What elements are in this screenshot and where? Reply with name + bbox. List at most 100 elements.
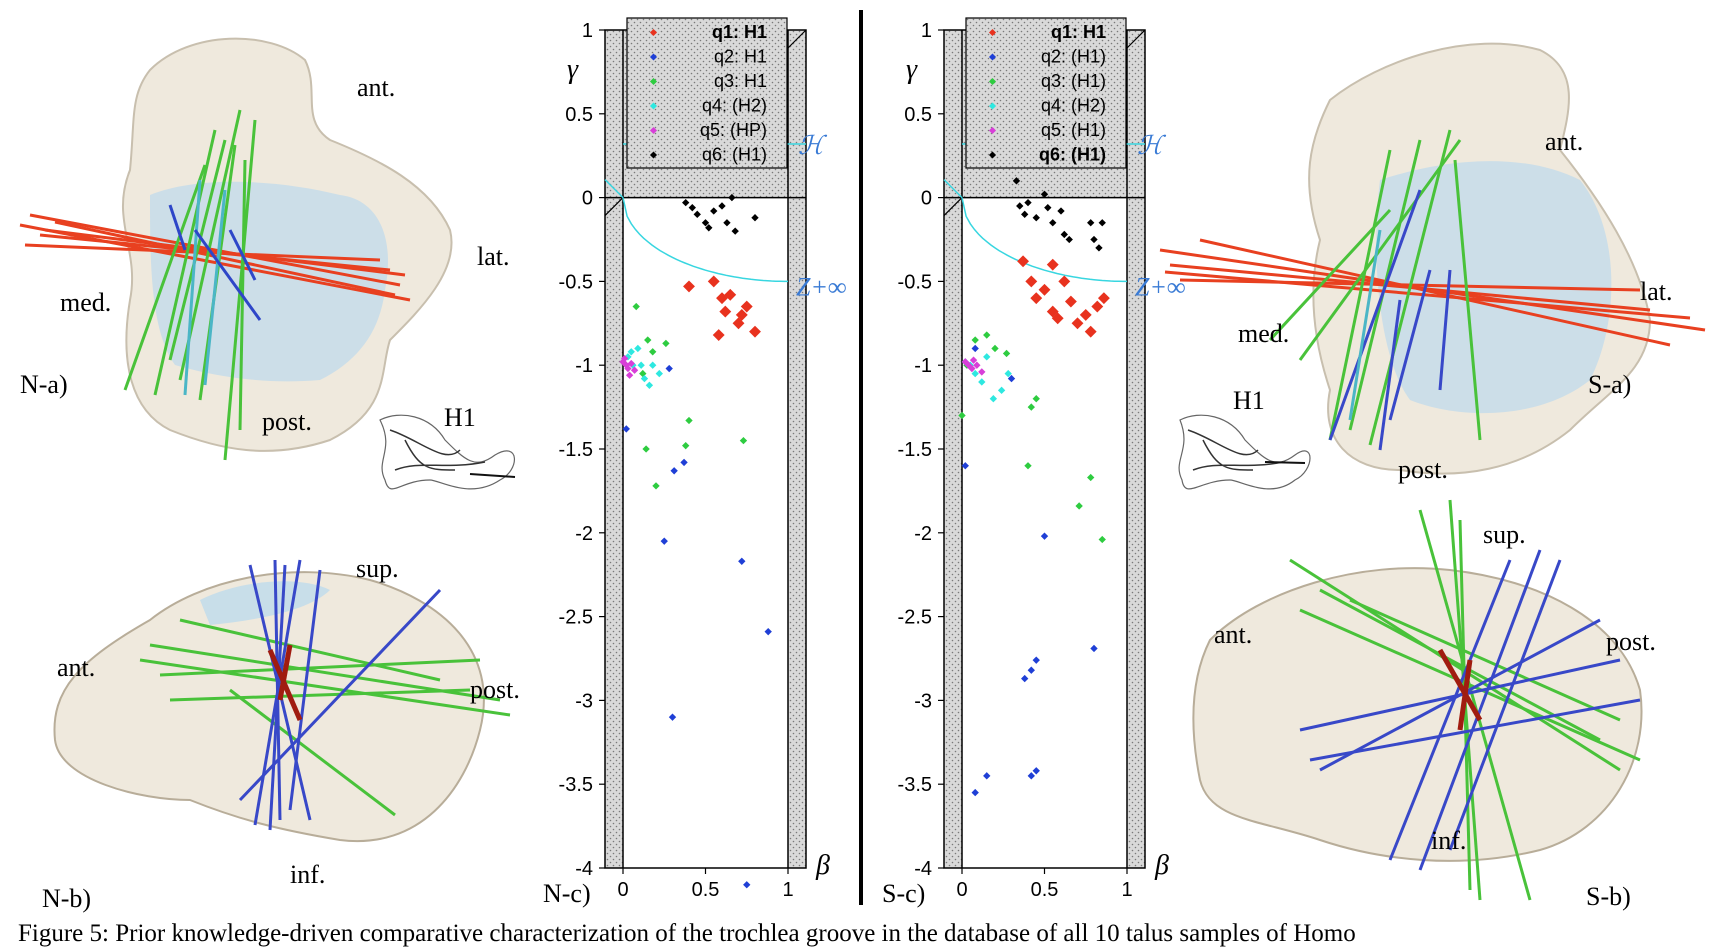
data-point (627, 359, 635, 368)
legend-marker (988, 102, 997, 110)
legend-marker (649, 102, 658, 110)
data-point (958, 411, 966, 420)
data-point (731, 227, 739, 235)
y-tick-label: -2.5 (898, 607, 932, 629)
x-tick-label: 0.5 (1031, 879, 1059, 901)
data-point (1098, 535, 1106, 544)
data-point (670, 467, 678, 475)
data-point (719, 305, 732, 318)
data-point (969, 356, 978, 364)
y-tick-label: 1 (582, 20, 593, 42)
data-point (620, 354, 629, 363)
y-tick-label: -3.5 (898, 774, 932, 796)
data-point (764, 628, 772, 636)
data-point (1084, 325, 1097, 338)
legend-marker (988, 77, 997, 86)
data-point (1044, 203, 1052, 212)
data-point (1024, 462, 1032, 470)
data-point (728, 193, 736, 202)
label-med-sa: med. (1238, 319, 1289, 348)
label-ant-b: ant. (57, 653, 95, 682)
data-point (723, 219, 731, 227)
data-point (1032, 656, 1040, 664)
label-sup: sup. (356, 554, 399, 583)
data-point (718, 202, 726, 210)
data-point (1004, 369, 1012, 378)
data-point (1097, 292, 1110, 305)
label-lat-sa: lat. (1640, 277, 1673, 306)
chart-s-c: ℋZ+∞10.50-0.5-1-1.5-2-2.5-3-3.5-40 0.5 1γβ… (882, 17, 1186, 908)
label-post-sb: post. (1606, 627, 1656, 656)
data-point (693, 210, 701, 219)
data-point (1002, 349, 1011, 358)
data-point (1021, 210, 1029, 219)
data-point (1027, 772, 1035, 780)
data-point (1025, 275, 1038, 288)
data-point (685, 416, 693, 425)
data-point (1012, 177, 1021, 185)
data-point (738, 557, 746, 565)
panel-label-sa: S-a) (1588, 370, 1631, 399)
corner-line (787, 29, 807, 49)
data-point (749, 325, 761, 338)
hyperboloid-icon-left: H1 (379, 403, 516, 490)
data-point (1098, 219, 1106, 227)
hyperboloid-icon-right: H1 (1178, 386, 1311, 490)
x-tick-label: 0.5 (692, 879, 720, 901)
shaded-strip-left (943, 29, 963, 869)
data-point (680, 458, 688, 467)
y-tick-label: -0.5 (559, 271, 593, 293)
data-point (1091, 300, 1104, 313)
y-tick-label: 0.5 (904, 104, 932, 126)
data-point (743, 881, 751, 889)
panel-s-b: sup. ant. post. inf. S-b) (1192, 499, 1656, 911)
data-point (968, 364, 976, 373)
legend-marker (988, 126, 997, 135)
data-point (1007, 374, 1016, 383)
legend-marker (988, 28, 997, 37)
data-point (1049, 219, 1057, 227)
curve-z-infinity (604, 179, 788, 283)
data-point (624, 364, 632, 373)
data-point (707, 275, 720, 288)
data-point (1065, 235, 1073, 244)
data-point (1090, 644, 1098, 653)
corner-line (604, 197, 624, 217)
legend-label: q4: (H2) (702, 96, 767, 116)
data-point (971, 336, 979, 344)
y-tick-label: -2 (914, 523, 932, 545)
figure-caption: Figure 5: Prior knowledge-driven compara… (18, 920, 1356, 947)
y-tick-label: -1 (575, 355, 593, 377)
data-point (1040, 532, 1049, 540)
legend-marker (649, 77, 658, 86)
data-point (705, 224, 713, 232)
shaded-strip-left (604, 29, 624, 869)
axis-lines-nb (139, 559, 511, 831)
data-point (627, 348, 635, 356)
data-point (625, 371, 634, 379)
data-point (1024, 198, 1032, 207)
y-axis-label: γ (567, 54, 579, 85)
data-point (662, 339, 670, 348)
y-tick-label: -3.5 (559, 774, 593, 796)
data-point (1030, 292, 1043, 305)
axis-lines-sb (1289, 499, 1641, 901)
data-point (1087, 219, 1095, 227)
data-point (1075, 502, 1083, 510)
legend-label: q3: H1 (714, 71, 767, 91)
label-ant-sb: ant. (1214, 620, 1252, 649)
data-point (660, 537, 668, 545)
data-point (983, 772, 991, 780)
data-point (682, 198, 690, 207)
data-point (682, 441, 690, 450)
panel-label-na: N-a) (20, 370, 68, 399)
data-point (971, 369, 979, 378)
panel-label-sb: S-b) (1586, 882, 1631, 911)
legend-marker (649, 151, 658, 159)
data-point (961, 462, 969, 470)
data-point (655, 369, 663, 378)
legend-label: q6: (H1) (702, 145, 767, 165)
data-point (971, 788, 979, 797)
data-point (630, 366, 639, 374)
panel-label-nb: N-b) (42, 884, 91, 913)
